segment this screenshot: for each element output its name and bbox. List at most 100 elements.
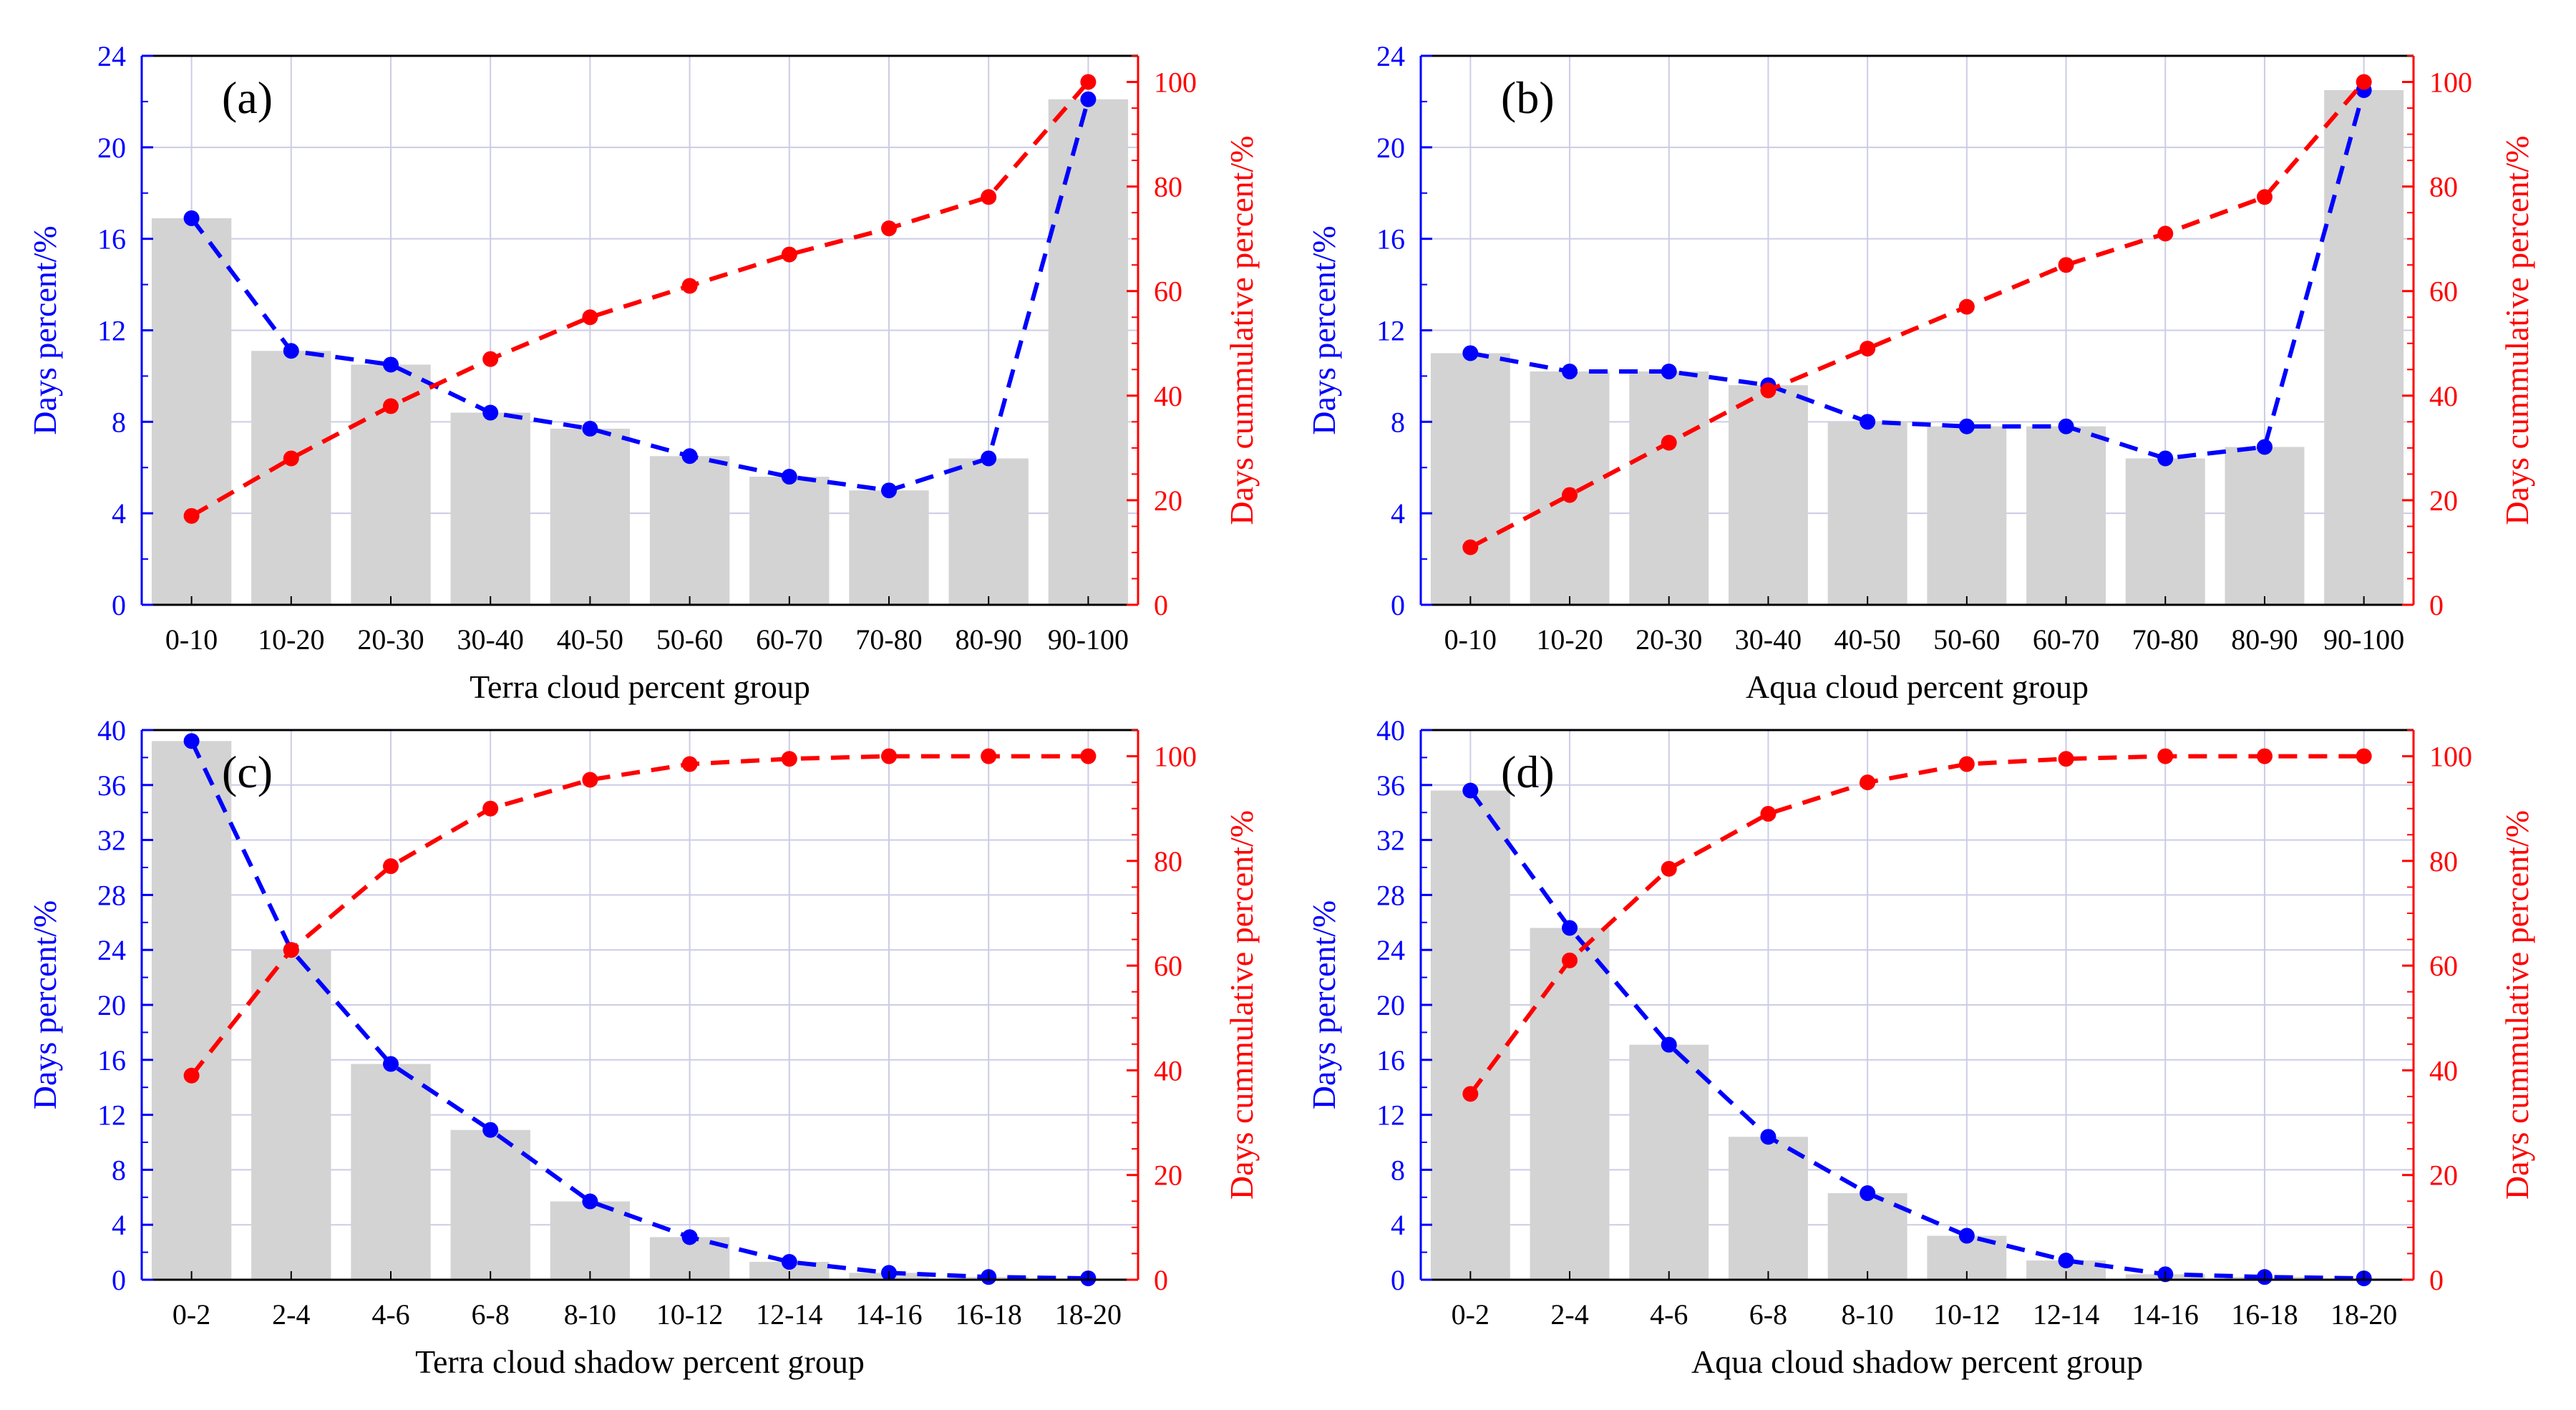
bar	[1629, 1044, 1709, 1280]
percent-line	[1469, 89, 2366, 461]
left-tick-label: 16	[97, 1044, 126, 1076]
cumulative-point	[1080, 74, 1097, 90]
x-tick-label: 16-18	[956, 1298, 1022, 1331]
x-tick-label: 14-16	[2132, 1298, 2199, 1331]
x-tick-label: 14-16	[855, 1298, 922, 1331]
bar	[1827, 422, 1907, 605]
right-tick-label: 20	[2429, 1159, 2458, 1192]
cumulative-point	[681, 756, 698, 772]
bar	[1728, 1137, 1808, 1280]
right-tick-label: 100	[1154, 67, 1197, 99]
right-tick-label: 20	[1154, 1159, 1182, 1192]
percent-point	[1462, 782, 1479, 799]
cumulative-point	[1860, 774, 1876, 791]
x-tick-label: 4-6	[1650, 1298, 1688, 1331]
x-tick-label: 10-20	[258, 623, 324, 656]
y-axis-label: Days percent/%	[1306, 900, 1342, 1110]
x-tick-label: 0-10	[165, 623, 218, 656]
bar	[151, 218, 232, 605]
panel-label: (c)	[222, 747, 273, 797]
x-tick-label: 6-8	[1749, 1298, 1787, 1331]
cumulative-point	[2157, 225, 2174, 242]
left-tick-label: 20	[97, 989, 126, 1021]
panel-label: (a)	[222, 72, 273, 123]
cumulative-point	[582, 309, 598, 326]
bar	[550, 1201, 631, 1280]
percent-point	[1661, 1036, 1677, 1053]
bar	[2125, 458, 2205, 605]
bar	[1927, 426, 2007, 605]
y-axis-label: Days percent/%	[26, 900, 63, 1110]
right-tick-label: 100	[2429, 741, 2472, 773]
x-tick-label: 60-70	[2033, 623, 2099, 656]
left-tick-label: 32	[97, 825, 126, 857]
right-tick-label: 60	[2429, 950, 2458, 982]
percent-point	[1958, 1227, 1975, 1244]
y2-axis-label: Days cummulative percent/%	[2499, 810, 2535, 1200]
left-tick-label: 12	[97, 315, 126, 347]
cumulative-point	[283, 942, 299, 958]
chart-panel: 0 4 8 12 16 20 24 0 20 40 60 80 100 0-10 10-20 20-30 30-…	[1306, 40, 2535, 705]
percent-point	[482, 1122, 499, 1138]
bar	[1430, 353, 1510, 605]
x-tick-label: 2-4	[1550, 1298, 1588, 1331]
left-tick-label: 4	[112, 497, 126, 530]
x-tick-label: 70-80	[2132, 623, 2199, 656]
cumulative-point	[1661, 860, 1677, 877]
left-tick-label: 16	[1376, 1044, 1405, 1076]
percent-point	[981, 450, 997, 467]
x-tick-label: 80-90	[956, 623, 1022, 656]
left-tick-label: 12	[1376, 315, 1405, 347]
y-axis-label: Days percent/%	[26, 225, 63, 435]
cumulative-point	[1562, 487, 1578, 503]
right-tick-label: 0	[1154, 589, 1168, 621]
x-tick-label: 2-4	[272, 1298, 310, 1331]
left-tick-label: 16	[97, 223, 126, 256]
panel-label: (b)	[1501, 72, 1555, 123]
x-tick-label: 4-6	[371, 1298, 409, 1331]
cumulative-point	[1562, 952, 1578, 968]
right-tick-label: 20	[2429, 485, 2458, 517]
cumulative-point	[1760, 806, 1777, 822]
percent-point	[781, 1254, 797, 1270]
x-tick-label: 80-90	[2231, 623, 2298, 656]
bar	[351, 1064, 431, 1280]
cumulative-line	[190, 80, 1090, 518]
right-tick-label: 40	[2429, 380, 2458, 412]
chart-panel: 0 4 8 12 16 20 24 0 20 40 60 80 100 0-10 10-20 20-30 30-…	[26, 40, 1260, 705]
left-tick-label: 0	[112, 589, 126, 621]
percent-point	[582, 420, 598, 437]
bar	[1048, 99, 1129, 606]
percent-point	[1958, 418, 1975, 434]
percent-point	[681, 1229, 698, 1245]
cumulative-point	[2356, 748, 2372, 764]
x-tick-label: 18-20	[2330, 1298, 2397, 1331]
x-tick-label: 60-70	[756, 623, 822, 656]
bar	[1430, 790, 1510, 1280]
right-tick-label: 60	[1154, 276, 1182, 308]
x-tick-label: 20-30	[357, 623, 424, 656]
x-tick-label: 12-14	[756, 1298, 822, 1331]
cumulative-point	[1661, 434, 1677, 451]
percent-point	[681, 448, 698, 465]
cumulative-line	[190, 754, 1089, 1077]
bar	[450, 412, 530, 605]
cumulative-point	[781, 246, 797, 263]
left-tick-label: 28	[97, 879, 126, 911]
x-axis-label: Terra cloud percent group	[470, 668, 810, 705]
x-tick-label: 90-100	[2323, 623, 2404, 656]
cumulative-point	[881, 220, 897, 237]
x-tick-label: 0-10	[1444, 623, 1497, 656]
x-tick-label: 16-18	[2231, 1298, 2298, 1331]
right-tick-label: 20	[1154, 485, 1182, 517]
left-tick-label: 8	[1391, 406, 1405, 438]
left-tick-label: 0	[1391, 589, 1405, 621]
left-tick-label: 24	[1376, 934, 1405, 966]
cumulative-point	[183, 1067, 200, 1084]
cumulative-point	[2356, 74, 2372, 90]
cumulative-point	[2058, 257, 2074, 273]
cumulative-point	[582, 772, 598, 788]
bar	[948, 458, 1029, 605]
percent-point	[1860, 414, 1876, 430]
left-tick-label: 24	[97, 40, 126, 72]
